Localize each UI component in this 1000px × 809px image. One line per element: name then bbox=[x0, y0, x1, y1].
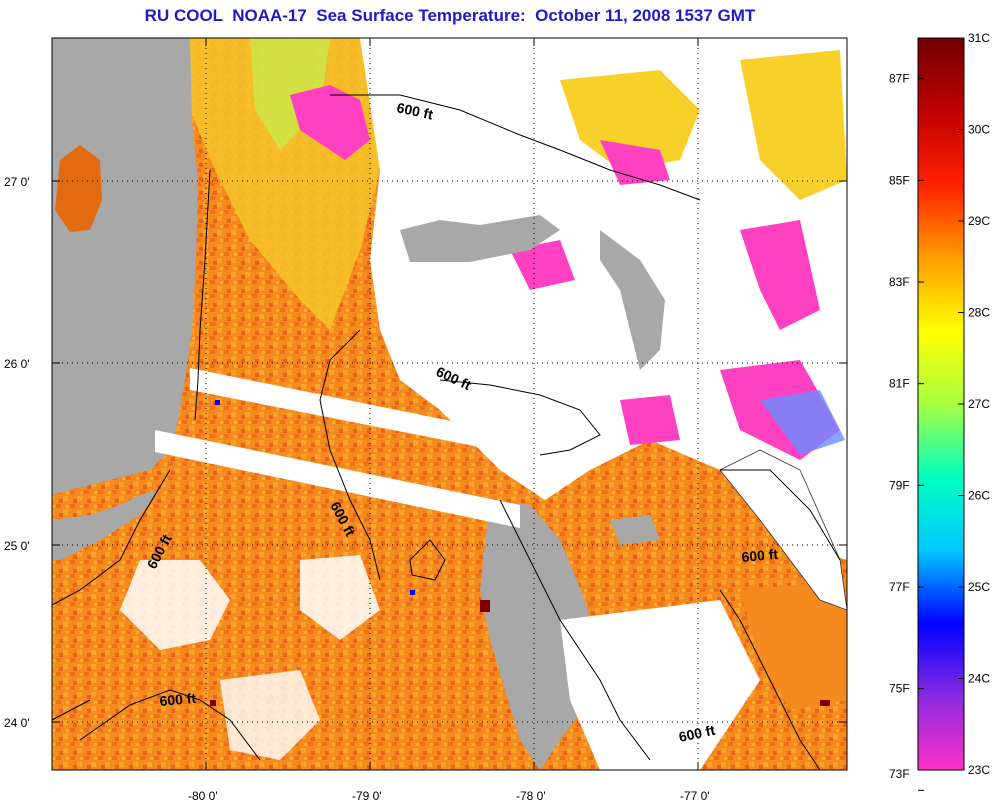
colorbar-celsius-label: 28C bbox=[968, 306, 990, 320]
depth-label: 600 ft bbox=[741, 546, 779, 565]
depth-contours bbox=[52, 94, 841, 770]
colorbar-ticks bbox=[918, 37, 964, 791]
colorbar-celsius-label: 31C bbox=[968, 31, 990, 45]
swath-gap-1 bbox=[190, 368, 520, 455]
map-grid bbox=[52, 38, 847, 770]
stray-pixel bbox=[410, 590, 415, 595]
green-water-patch bbox=[250, 38, 330, 150]
depth-label: 600 ft bbox=[677, 722, 716, 745]
contour-florida-shelf bbox=[194, 169, 211, 421]
cloud-patch-s2 bbox=[220, 670, 320, 760]
cloud-patch-sw bbox=[120, 560, 230, 650]
map-area: 600 ft 600 ft 600 ft 600 ft 600 ft 600 f… bbox=[52, 38, 847, 770]
colorbar-fill bbox=[918, 38, 964, 770]
depth-label: 600 ft bbox=[395, 99, 434, 122]
cloud-cover-se bbox=[560, 600, 760, 770]
colorbar: 31C 30C 29C 28C 27C 26C 25C 24C 23C 87F 85F 83F 81F… bbox=[889, 31, 990, 791]
contour-keys bbox=[52, 469, 171, 606]
stray-pixel bbox=[820, 700, 830, 706]
florida-landmass bbox=[52, 38, 198, 495]
lon-tick-label: -78 0' bbox=[516, 789, 546, 803]
colorbar-celsius-label: 30C bbox=[968, 123, 990, 137]
lat-tick-label: 26 0' bbox=[4, 357, 30, 371]
magenta-patch-ne1 bbox=[600, 140, 670, 185]
axis-ticks bbox=[52, 38, 847, 770]
lake-okeechobee bbox=[55, 145, 102, 232]
blue-patch-e bbox=[760, 390, 845, 455]
lat-tick-label: 24 0' bbox=[4, 716, 30, 730]
colorbar-celsius-labels: 31C 30C 29C 28C 27C 26C 25C 24C 23C bbox=[968, 31, 990, 777]
sst-patch-ne1 bbox=[560, 70, 700, 170]
colorbar-celsius-label: 24C bbox=[968, 672, 990, 686]
eleuthera-bank bbox=[719, 449, 847, 611]
colorbar-fahrenheit-label: 87F bbox=[889, 72, 910, 86]
magenta-patch-e1 bbox=[740, 220, 820, 330]
lat-tick-label: 27 0' bbox=[4, 175, 30, 189]
sst-patch-se bbox=[740, 580, 847, 710]
stray-pixel bbox=[480, 600, 490, 612]
colorbar-celsius-label: 23C bbox=[968, 763, 990, 777]
colorbar-fahrenheit-label: 81F bbox=[889, 377, 910, 391]
lat-tick-label: 25 0' bbox=[4, 539, 30, 553]
colorbar-celsius-label: 25C bbox=[968, 580, 990, 594]
swath-gap-2 bbox=[155, 430, 520, 528]
stray-pixel bbox=[215, 400, 220, 405]
colorbar-fahrenheit-labels: 87F 85F 83F 81F 79F 77F 75F 73F bbox=[889, 72, 910, 781]
grand-bahama-island bbox=[400, 215, 560, 262]
colorbar-fahrenheit-label: 79F bbox=[889, 478, 910, 492]
abaco-island bbox=[600, 230, 665, 370]
colorbar-fahrenheit-label: 77F bbox=[889, 580, 910, 594]
colorbar-celsius-label: 27C bbox=[968, 397, 990, 411]
map-frame bbox=[51, 37, 848, 771]
colorbar-fahrenheit-label: 73F bbox=[889, 767, 910, 781]
lon-tick-label: -79 0' bbox=[352, 789, 382, 803]
sst-patch-ne2 bbox=[740, 50, 847, 200]
lon-tick-label: -80 0' bbox=[188, 789, 218, 803]
lon-tick-label: -77 0' bbox=[680, 789, 710, 803]
magenta-patch-c bbox=[620, 395, 680, 445]
colorbar-fahrenheit-label: 85F bbox=[889, 173, 910, 187]
colorbar-fahrenheit-label: 75F bbox=[889, 682, 910, 696]
magenta-patch-c2 bbox=[510, 240, 575, 290]
new-providence-island bbox=[610, 515, 660, 545]
magenta-patch-north bbox=[290, 85, 370, 160]
colorbar-fahrenheit-label: 83F bbox=[889, 275, 910, 289]
colorbar-celsius-label: 29C bbox=[968, 214, 990, 228]
florida-keys bbox=[52, 490, 160, 560]
andros-island bbox=[480, 500, 600, 770]
cloud-patch-s1 bbox=[300, 555, 380, 640]
chart-title: RU COOL NOAA-17 Sea Surface Temperature:… bbox=[144, 6, 756, 25]
stray-pixel bbox=[210, 700, 216, 706]
colorbar-celsius-label: 26C bbox=[968, 489, 990, 503]
depth-label: 600 ft bbox=[159, 690, 197, 709]
